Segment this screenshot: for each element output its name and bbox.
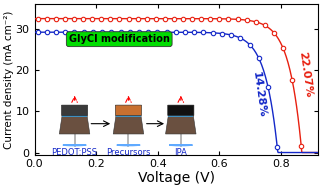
Polygon shape	[113, 115, 144, 134]
Y-axis label: Current density (mA cm⁻²): Current density (mA cm⁻²)	[4, 10, 14, 149]
FancyBboxPatch shape	[115, 105, 142, 115]
Polygon shape	[168, 115, 193, 118]
Text: IPA: IPA	[175, 148, 187, 157]
FancyBboxPatch shape	[168, 105, 194, 115]
FancyBboxPatch shape	[62, 105, 88, 115]
Polygon shape	[116, 115, 141, 118]
Text: 22.07%: 22.07%	[297, 51, 313, 98]
Text: 14.28%: 14.28%	[251, 71, 267, 119]
X-axis label: Voltage (V): Voltage (V)	[138, 171, 215, 185]
Polygon shape	[166, 115, 196, 134]
Polygon shape	[59, 115, 90, 134]
Text: GlyCl modification: GlyCl modification	[69, 34, 170, 44]
Text: Precursors: Precursors	[106, 148, 151, 157]
Text: PEDOT:PSS: PEDOT:PSS	[52, 148, 98, 157]
Polygon shape	[62, 115, 87, 118]
